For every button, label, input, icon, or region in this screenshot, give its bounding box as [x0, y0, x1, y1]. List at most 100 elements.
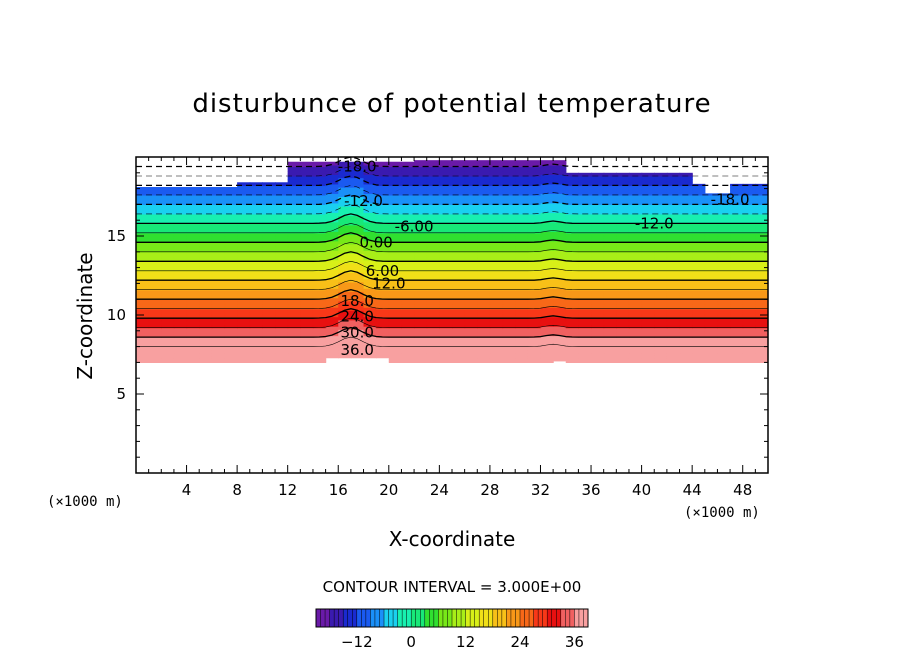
field-cell: [578, 338, 592, 341]
field-cell: [666, 307, 681, 310]
field-cell: [666, 302, 681, 305]
field-cell: [401, 258, 415, 261]
field-cell: [148, 228, 162, 231]
field-cell: [755, 273, 768, 277]
field-cell: [565, 243, 579, 247]
field-cell: [527, 283, 542, 286]
field-cell: [654, 226, 668, 229]
field-cell: [426, 239, 440, 242]
field-cell: [603, 231, 617, 234]
field-cell: [578, 243, 592, 247]
field-cell: [641, 239, 655, 242]
field-cell: [173, 326, 188, 329]
field-cell: [679, 307, 693, 310]
field-cell: [654, 294, 668, 297]
field-cell: [199, 303, 213, 307]
field-cell: [414, 213, 428, 217]
field-cell: [527, 281, 542, 284]
field-cell: [161, 207, 175, 210]
field-cell: [578, 332, 592, 335]
field-cell: [641, 228, 655, 231]
field-cell: [199, 337, 213, 340]
field-cell: [325, 308, 339, 311]
field-cell: [249, 254, 263, 258]
field-cell: [186, 204, 200, 207]
field-cell: [666, 224, 681, 228]
field-cell: [591, 321, 605, 324]
field-cell: [654, 239, 668, 242]
field-cell: [287, 266, 301, 269]
field-cell: [717, 236, 731, 239]
field-cell: [603, 341, 617, 345]
field-cell: [578, 254, 592, 258]
field-cell: [755, 349, 768, 352]
field-cell: [742, 280, 756, 283]
field-cell: [376, 267, 390, 270]
field-cell: [654, 349, 668, 352]
field-cell: [136, 209, 150, 212]
field-cell: [515, 356, 529, 359]
field-cell: [376, 218, 390, 221]
field-cell: [527, 338, 542, 341]
field-cell: [300, 319, 314, 322]
field-cell: [477, 352, 491, 356]
field-cell: [262, 253, 276, 256]
field-cell: [616, 299, 630, 302]
field-cell: [262, 205, 276, 209]
field-cell: [666, 360, 681, 363]
field-cell: [338, 207, 352, 210]
field-cell: [199, 228, 213, 231]
field-cell: [464, 253, 478, 256]
field-cell: [338, 226, 352, 229]
field-cell: [363, 288, 377, 291]
field-cell: [553, 330, 567, 333]
field-cell: [477, 338, 491, 341]
field-cell: [527, 269, 542, 272]
field-cell: [287, 318, 301, 321]
field-cell: [755, 315, 768, 318]
field-cell: [136, 204, 150, 207]
field-cell: [628, 360, 643, 363]
field-cell: [704, 308, 719, 311]
field-cell: [300, 234, 314, 237]
field-cell: [136, 326, 150, 329]
field-cell: [591, 262, 605, 266]
field-cell: [136, 251, 150, 254]
field-cell: [515, 213, 529, 217]
field-cell: [338, 333, 352, 337]
field-cell: [679, 359, 693, 362]
field-cell: [755, 329, 768, 332]
field-cell: [616, 294, 630, 297]
field-cell: [553, 303, 567, 307]
field-cell: [388, 212, 403, 215]
field-cell: [376, 231, 390, 234]
field-cell: [401, 239, 415, 242]
field-cell: [666, 262, 681, 266]
field-cell: [628, 313, 643, 316]
field-cell: [730, 348, 744, 351]
field-cell: [287, 291, 301, 294]
field-cell: [312, 305, 327, 308]
field-cell: [414, 321, 428, 324]
field-cell: [136, 254, 150, 258]
field-cell: [414, 267, 428, 270]
field-cell: [679, 351, 693, 354]
field-cell: [654, 283, 668, 286]
field-cell: [692, 209, 706, 212]
field-cell: [641, 250, 655, 253]
field-cell: [515, 332, 529, 335]
field-cell: [426, 333, 440, 337]
field-cell: [249, 272, 263, 275]
field-cell: [211, 210, 226, 213]
field-cell: [591, 351, 605, 354]
field-cell: [502, 292, 516, 296]
field-cell: [540, 335, 554, 338]
field-cell: [527, 346, 542, 349]
field-cell: [628, 232, 643, 236]
field-cell: [654, 308, 668, 311]
field-cell: [452, 322, 466, 326]
field-cell: [755, 266, 768, 269]
field-cell: [439, 234, 453, 237]
field-cell: [173, 327, 188, 330]
field-cell: [704, 345, 719, 348]
